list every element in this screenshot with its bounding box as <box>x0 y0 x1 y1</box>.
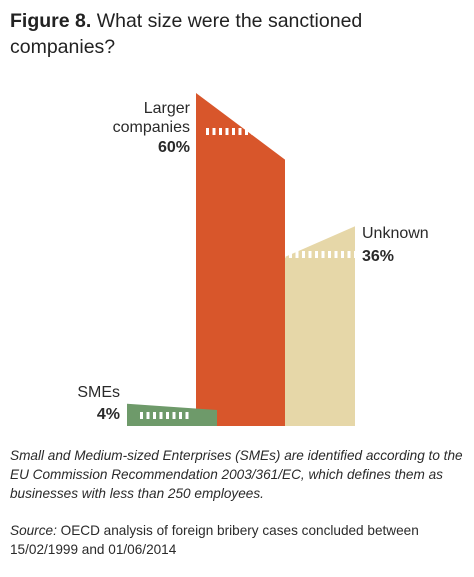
bar-smes <box>127 403 217 426</box>
window-mark <box>212 128 216 135</box>
value-label-unknown: 36% <box>362 248 395 265</box>
window-mark <box>238 128 242 135</box>
window-mark <box>179 412 182 419</box>
window-mark <box>219 128 222 135</box>
window-mark <box>315 251 318 258</box>
bar-larger-companies <box>196 93 285 426</box>
source-note: Source: OECD analysis of foreign bribery… <box>10 521 468 559</box>
window-mark <box>172 412 176 419</box>
window-mark <box>341 251 344 258</box>
value-label-smes: 4% <box>96 406 120 423</box>
window-mark <box>334 251 338 258</box>
window-mark <box>302 251 305 258</box>
window-mark <box>251 128 255 135</box>
label-smes: SMEs <box>77 384 120 401</box>
window-mark <box>328 251 331 258</box>
figure-title-text-line2: companies? <box>10 36 116 58</box>
window-mark <box>146 412 150 419</box>
window-mark <box>232 128 235 135</box>
source-label: Source: <box>10 523 57 538</box>
value-label-larger-companies: 60% <box>157 139 190 156</box>
window-mark <box>206 128 209 135</box>
figure-title-text: What size were the sanctioned <box>96 10 363 32</box>
figure-label: Figure 8. <box>10 10 92 32</box>
source-text: OECD analysis of foreign bribery cases c… <box>10 523 419 557</box>
window-mark <box>153 412 156 419</box>
window-mark <box>166 412 169 419</box>
figure-title: Figure 8. What size were the sanctioned … <box>10 8 465 60</box>
window-mark <box>159 412 163 419</box>
window-mark <box>295 251 299 258</box>
window-mark <box>347 251 351 258</box>
window-mark <box>321 251 325 258</box>
window-mark <box>354 251 357 258</box>
footnote: Small and Medium-sized Enterprises (SMEs… <box>10 448 463 501</box>
label-larger-companies: Larger companies <box>112 100 190 136</box>
window-mark <box>308 251 312 258</box>
window-mark <box>185 412 189 419</box>
window-mark <box>140 412 143 419</box>
window-mark <box>258 128 261 135</box>
window-mark <box>289 251 292 258</box>
bar-unknown <box>264 226 355 426</box>
window-mark <box>264 128 268 135</box>
window-mark <box>225 128 229 135</box>
window-mark <box>271 128 274 135</box>
label-unknown: Unknown <box>362 225 429 242</box>
window-mark <box>245 128 248 135</box>
chart-svg <box>127 93 357 426</box>
